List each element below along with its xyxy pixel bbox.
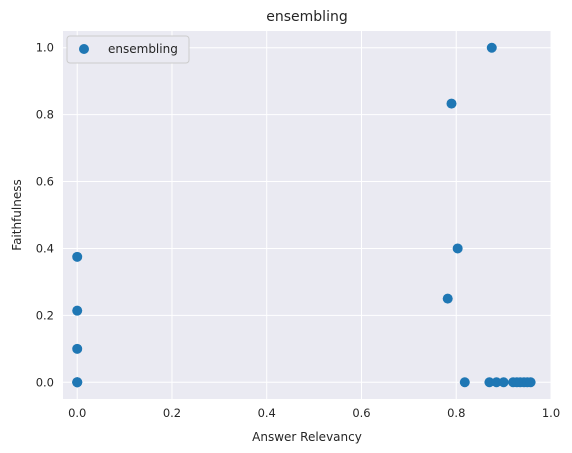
- x-tick-labels: 0.0 0.2 0.4 0.6 0.8 1.0: [68, 406, 560, 420]
- data-point: [452, 243, 463, 254]
- x-tick-label: 0.8: [447, 406, 465, 420]
- data-point: [72, 377, 83, 388]
- legend-label: ensembling: [108, 42, 178, 56]
- data-point: [491, 377, 502, 388]
- y-tick-label: 0.6: [36, 175, 54, 189]
- legend: ensembling: [66, 35, 190, 64]
- y-axis-label: Faithfulness: [10, 179, 24, 250]
- data-points: [72, 42, 536, 388]
- data-point: [72, 251, 83, 262]
- y-tick-label: 0.0: [36, 375, 54, 389]
- data-point: [486, 42, 497, 53]
- data-point: [498, 377, 509, 388]
- data-point: [459, 377, 470, 388]
- x-tick-label: 0.2: [163, 406, 181, 420]
- data-point: [442, 293, 453, 304]
- data-point: [484, 377, 495, 388]
- y-tick-label: 0.2: [36, 308, 54, 322]
- x-tick-label: 0.6: [352, 406, 370, 420]
- legend-box: [66, 35, 190, 64]
- data-point: [72, 305, 83, 316]
- plot-area: [63, 31, 551, 399]
- data-point: [525, 377, 536, 388]
- legend-marker: [79, 44, 89, 54]
- y-tick-labels: 0.0 0.2 0.4 0.6 0.8 1.0: [36, 41, 54, 390]
- data-point: [72, 343, 83, 354]
- y-tick-label: 0.4: [36, 241, 54, 255]
- x-tick-label: 0.0: [68, 406, 86, 420]
- chart-title: ensembling: [266, 9, 347, 25]
- x-tick-label: 0.4: [258, 406, 276, 420]
- x-axis-label: Answer Relevancy: [252, 430, 362, 444]
- data-point: [446, 98, 457, 109]
- y-tick-label: 1.0: [36, 41, 54, 55]
- y-tick-label: 0.8: [36, 108, 54, 122]
- x-tick-label: 1.0: [542, 406, 560, 420]
